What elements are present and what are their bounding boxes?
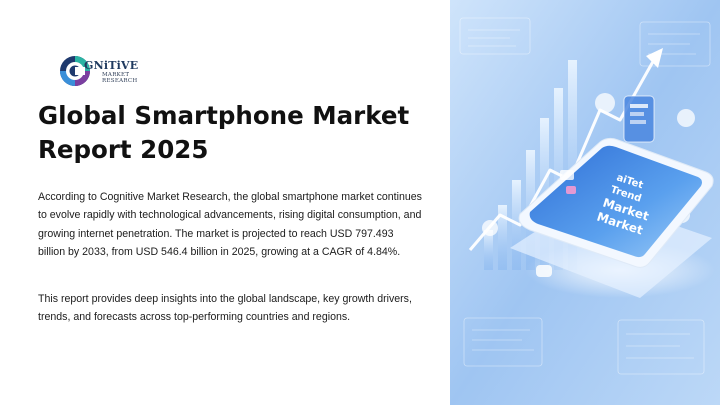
illustration-canvas: aiTet Trend Market Market [450, 0, 720, 405]
logo-subtitle: MARKET RESEARCH [102, 72, 138, 84]
smartphone-illustration: aiTet Trend Market Market [450, 0, 720, 405]
smartphone-icon: aiTet Trend Market Market [518, 137, 714, 268]
logo-emblem-icon [60, 56, 90, 86]
floating-card [623, 95, 655, 143]
slide-title: Global Smartphone Market Report 2025 [38, 101, 410, 164]
intro-paragraph: According to Cognitive Market Research, … [38, 191, 422, 259]
logo-wordmark: GNiTiVE [84, 59, 139, 72]
company-logo: GNiTiVE MARKET RESEARCH [58, 54, 150, 88]
insights-paragraph: This report provides deep insights into … [38, 293, 412, 324]
text-panel: GNiTiVE MARKET RESEARCH Global Smartphon… [38, 54, 422, 324]
